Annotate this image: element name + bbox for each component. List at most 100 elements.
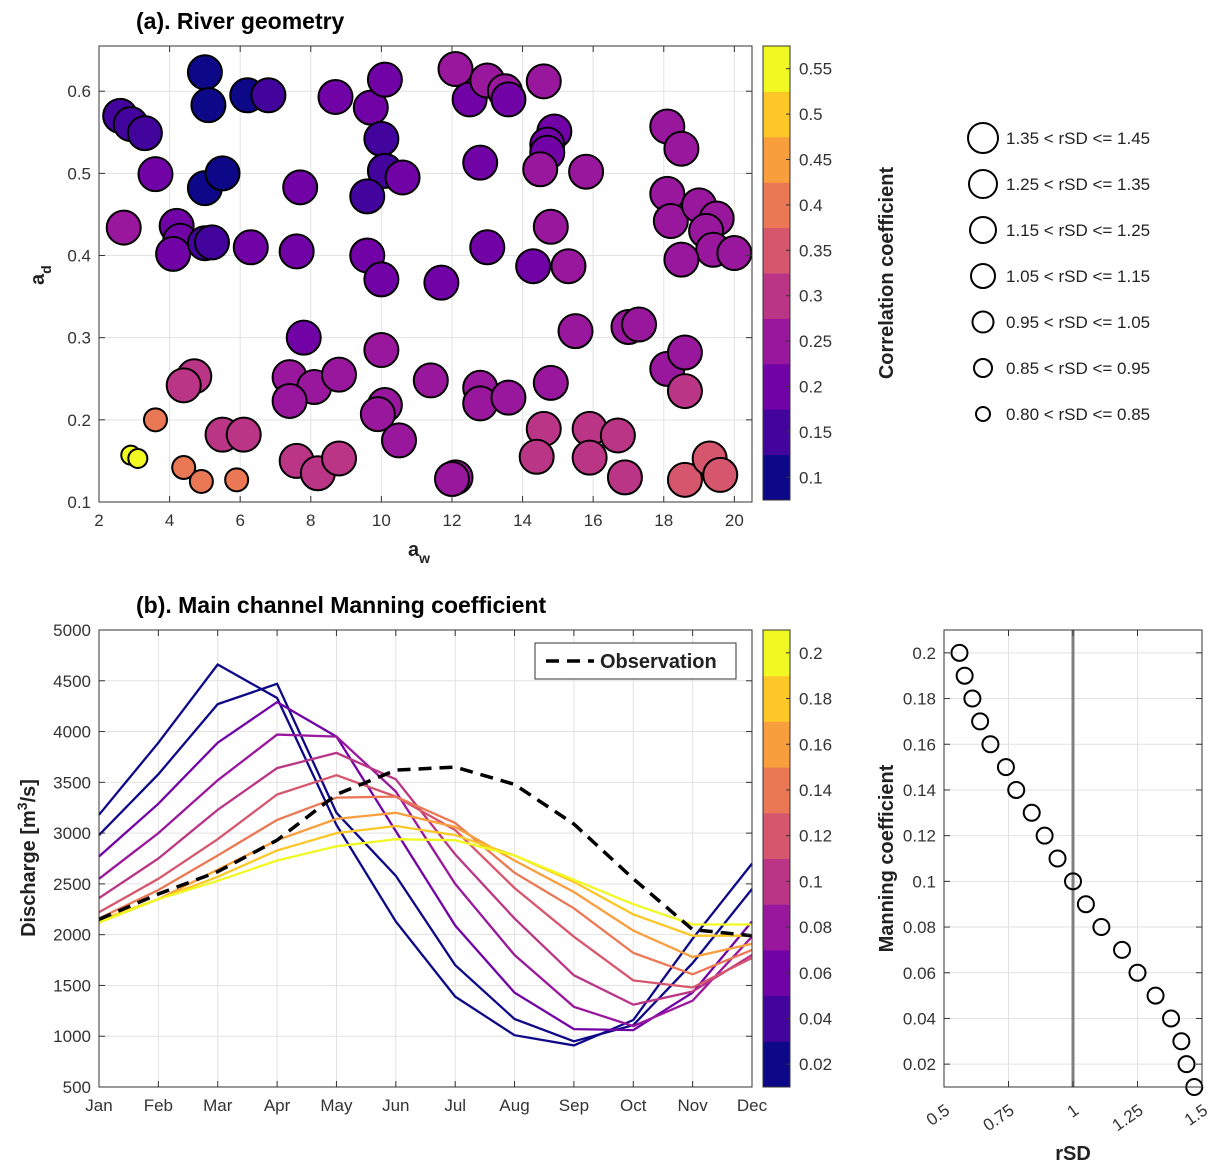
panel-b-colorbar-level [763,904,790,951]
panel-a-point [437,51,474,88]
panel-a-point [349,178,386,215]
panel-a-point [716,235,753,272]
panel-b-series-line [98,751,753,1006]
panel-b-y-tick-label: 500 [63,1078,91,1097]
panel-a-point [271,382,308,419]
size-legend-entry: 0.85 < rSD <= 0.95 [1006,359,1150,378]
panel-a-point [232,229,269,266]
panel-c-frame [943,629,1203,1088]
panel-b-series-line [98,663,753,1047]
panel-a-point [571,439,608,476]
panel-c-point [1064,872,1082,891]
panel-a-point [321,356,358,393]
panel-a-point [652,203,689,240]
panel-a-point [666,461,703,498]
panel-a-x-tick-label: 6 [235,511,244,530]
panel-a-x-tick-label: 14 [513,511,532,530]
panel-c-y-tick-label: 0.1 [912,872,936,891]
panel-a-x-tick-label: 10 [372,511,391,530]
panel-a-x-tick-label: 12 [443,511,462,530]
panel-a-x-tick-label: 4 [165,511,174,530]
panel-a-point [126,115,163,152]
panel-a-point [532,208,569,245]
panel-a-point [490,379,527,416]
panel-c-x-tick-label: 1.25 [1109,1101,1147,1136]
panel-a-point [522,151,559,188]
size-legend-marker [973,358,993,378]
panel-a-y-tick-label: 0.4 [67,247,91,266]
panel-a-colorbar-tick-label: 0.55 [799,60,832,79]
size-legend-entry: 0.95 < rSD <= 1.05 [1006,313,1150,332]
panel-b-colorbar-tick-label: 0.12 [799,827,832,846]
panel-b-x-tick-label: Mar [203,1096,233,1115]
panel-b-series-line [98,838,752,926]
panel-c-point [1128,963,1147,982]
panel-c-y-tick-label: 0.14 [903,781,936,800]
panel-c-point [1022,803,1041,822]
panel-b-series-line [98,682,753,1043]
panel-b-y-tick-label: 5000 [53,621,91,640]
panel-b-x-tick-label: Feb [144,1096,173,1115]
panel-b-x-tick-label: Jun [382,1096,409,1115]
panel-a-point [171,454,197,480]
panel-b-y-tick-label: 1500 [53,976,91,995]
panel-b-x-tick-label: Jul [444,1096,466,1115]
panel-b-colorbar-level [763,995,790,1042]
panel-b-colorbar-tick-label: 0.2 [799,644,823,663]
panel-c-x-label: rSD [1055,1143,1091,1165]
panel-c-point [1007,780,1026,799]
panel-a-point [462,144,499,181]
panel-a-point [550,248,587,285]
panel-a-point [366,61,403,98]
panel-c-point [1092,918,1111,937]
panel-b-frame [98,629,753,1088]
panel-b-y-tick-label: 2500 [53,875,91,894]
panel-a-y-label: ad [27,265,54,285]
panel-a-y-tick-label: 0.3 [67,329,91,348]
panel-a-point [557,313,594,350]
panel-b-series-line [98,824,752,937]
panel-a-x-tick-label: 20 [725,511,744,530]
panel-a-point [525,63,562,100]
panel-a-y-tick-label: 0.6 [67,82,91,101]
panel-a-point [423,264,460,301]
panel-c-y-tick-label: 0.02 [903,1055,936,1074]
panel-b-legend: Observation [534,642,737,680]
panel-b-series-line [98,795,753,976]
panel-b-x-tick-label: Jan [85,1096,112,1115]
panel-b-colorbar-tick-label: 0.14 [799,781,832,800]
panel-b-x-tick-label: Sep [559,1096,589,1115]
panel-b-series-line [98,773,753,989]
size-legend-entry: 1.05 < rSD <= 1.15 [1006,267,1150,286]
panel-c-y-tick-label: 0.16 [903,735,936,754]
panel-a-frame [98,45,753,503]
panel-c-point [971,712,990,731]
size-legend-entry: 1.15 < rSD <= 1.25 [1006,221,1150,240]
panel-c-point [1076,895,1095,914]
panel-b-colorbar-level [763,949,790,997]
panel-a-point [186,54,223,91]
panel-c-y-tick-label: 0.18 [903,690,936,709]
panel-a-point [515,248,552,285]
panel-b-series [98,663,753,1047]
panel-c-point [1177,1055,1196,1074]
panel-c-point [981,735,1000,754]
panel-a-x-tick-label: 18 [654,511,673,530]
panel-a-colorbar-level [763,182,790,229]
panel-a-point [663,241,700,278]
size-legend-entry: 1.25 < rSD <= 1.35 [1006,175,1150,194]
panel-a-x-tick-label: 16 [584,511,603,530]
panel-c-y-tick-label: 0.06 [903,964,936,983]
panel-b-colorbar-label: Manning coefficient [876,764,898,952]
panel-c-point [1162,1009,1181,1028]
panel-c-y-tick-label: 0.2 [912,644,936,663]
panel-b-y-tick-label: 3000 [53,824,91,843]
panel-c-point [1146,986,1165,1005]
panel-a-point [278,233,315,270]
panel-c-y-tick-label: 0.08 [903,918,936,937]
size-legend-entry: 0.80 < rSD <= 0.85 [1006,405,1150,424]
panel-a-point [193,224,230,261]
panel-c-points [950,643,1204,1096]
panel-a-colorbar-tick-label: 0.15 [799,423,832,442]
panel-a-x-label: aw [408,539,430,566]
